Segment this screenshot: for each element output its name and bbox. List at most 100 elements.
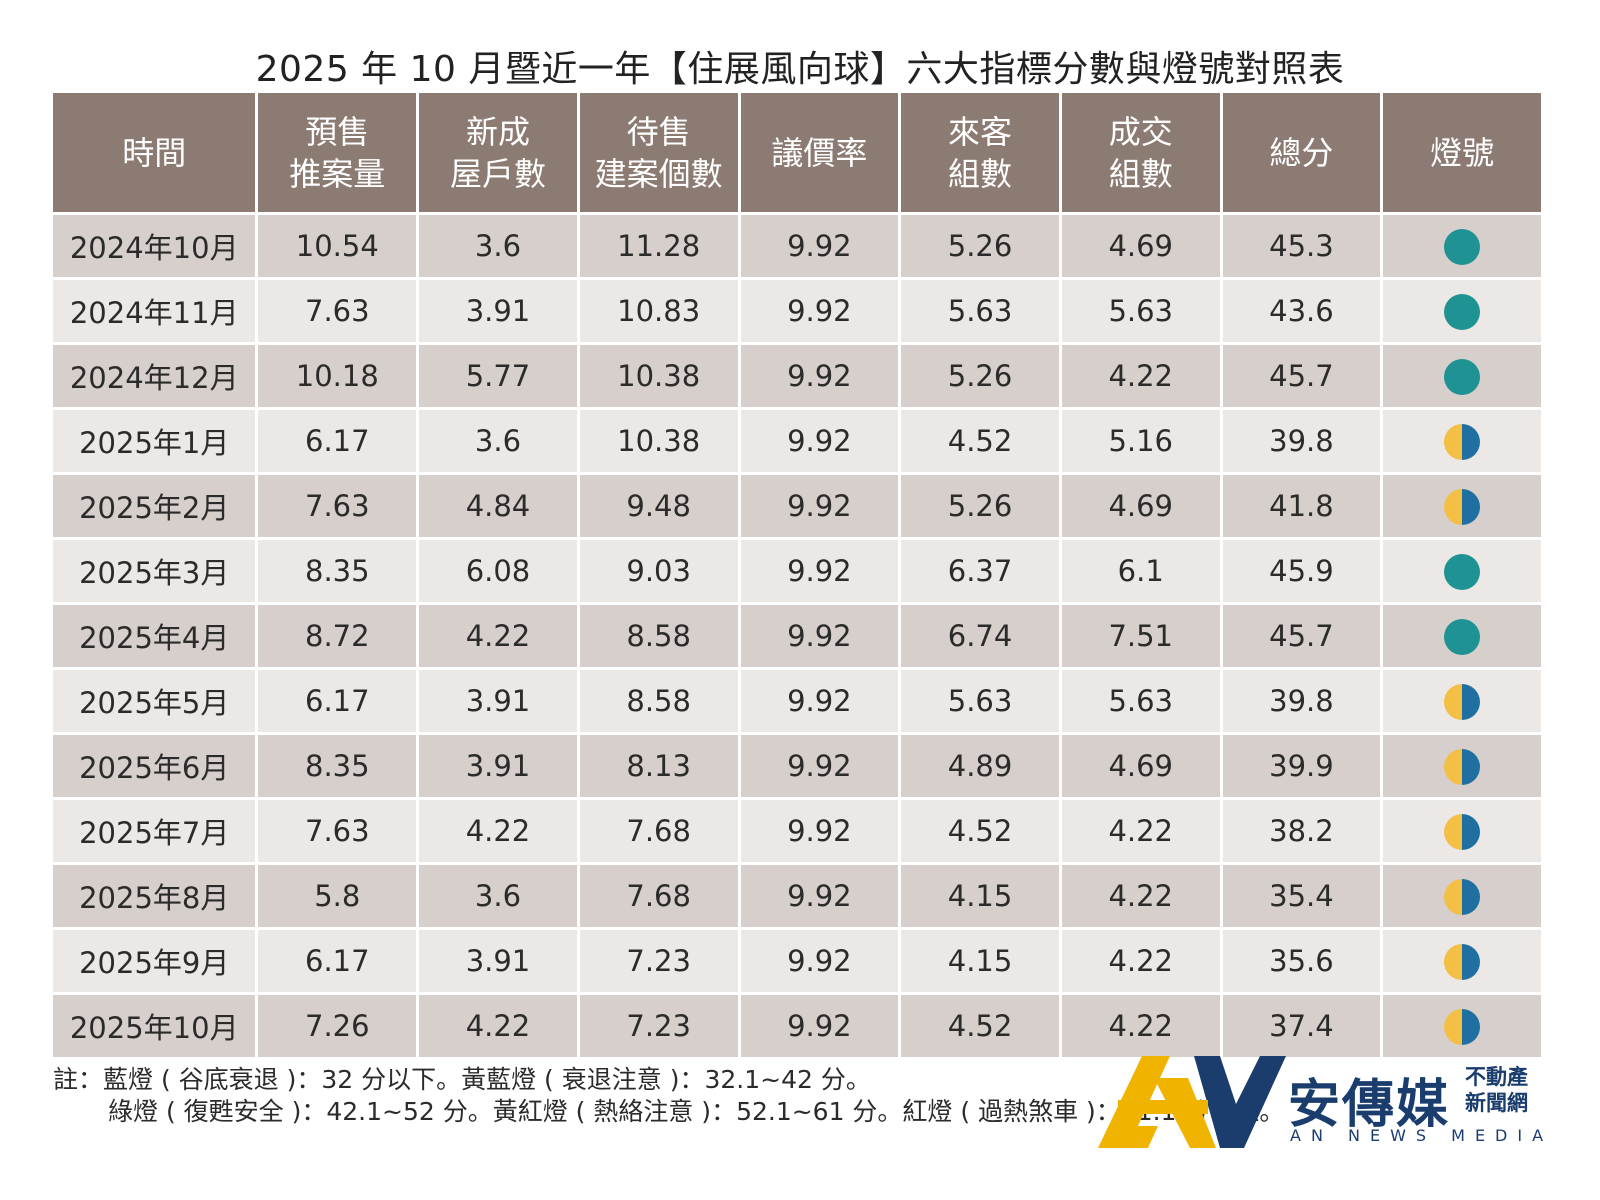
month-cell: 2025年10月 <box>53 995 256 1057</box>
note-line-2: 綠燈 ( 復甦安全 )：42.1~52 分。黃紅燈 ( 熱絡注意 )：52.1~… <box>108 1097 1285 1126</box>
score-cell: 5.16 <box>1061 410 1220 472</box>
month-cell: 2025年7月 <box>53 800 256 862</box>
lamp-cell <box>1383 670 1541 732</box>
lamp-cell <box>1383 345 1541 407</box>
table-row: 2024年10月 10.54 3.6 11.28 9.92 5.26 4.69 45.3 <box>53 215 1541 277</box>
month-cell: 2025年2月 <box>53 475 256 537</box>
score-cell: 8.35 <box>258 735 417 797</box>
green-lamp-icon <box>1444 293 1481 330</box>
score-cell: 9.92 <box>740 995 899 1057</box>
score-cell: 7.63 <box>258 475 417 537</box>
column-header-line: 成交 <box>1108 112 1173 151</box>
score-cell: 4.22 <box>1061 800 1220 862</box>
yellow-blue-lamp-icon <box>1444 488 1481 525</box>
column-header-line: 新成 <box>465 112 530 151</box>
score-cell: 3.91 <box>419 930 577 992</box>
score-cell: 4.22 <box>419 605 577 667</box>
column-header: 議價率 <box>740 93 899 212</box>
column-header-line: 燈號 <box>1430 133 1495 172</box>
score-cell: 5.63 <box>901 670 1059 732</box>
score-cell: 7.63 <box>258 280 417 342</box>
lamp-cell <box>1383 865 1541 927</box>
score-cell: 9.92 <box>740 670 899 732</box>
score-cell: 8.58 <box>579 605 738 667</box>
score-cell: 41.8 <box>1222 475 1381 537</box>
score-cell: 4.22 <box>419 800 577 862</box>
green-lamp-icon <box>1444 553 1481 590</box>
score-cell: 7.51 <box>1061 605 1220 667</box>
score-cell: 35.6 <box>1222 930 1381 992</box>
score-cell: 4.69 <box>1061 475 1220 537</box>
column-header: 來客 組數 <box>901 93 1059 212</box>
score-cell: 4.69 <box>1061 735 1220 797</box>
score-cell: 10.38 <box>579 345 738 407</box>
month-cell: 2025年8月 <box>53 865 256 927</box>
score-cell: 9.92 <box>740 930 899 992</box>
table-row: 2025年9月 6.17 3.91 7.23 9.92 4.15 4.22 35.6 <box>53 930 1541 992</box>
column-header-line: 時間 <box>122 133 187 172</box>
page-title: 2025 年 10 月暨近一年【住展風向球】六大指標分數與燈號對照表 <box>255 49 1345 90</box>
score-cell: 3.6 <box>419 215 577 277</box>
score-cell: 35.4 <box>1222 865 1381 927</box>
month-cell: 2025年6月 <box>53 735 256 797</box>
score-cell: 4.22 <box>1061 865 1220 927</box>
green-lamp-icon <box>1444 358 1481 395</box>
score-cell: 4.22 <box>1061 345 1220 407</box>
yellow-blue-lamp-icon <box>1444 878 1481 915</box>
score-cell: 9.92 <box>740 735 899 797</box>
notes: 註：藍燈 ( 谷底衰退 )：32 分以下。黃藍燈 ( 衰退注意 )：32.1~4… <box>53 1064 1284 1128</box>
column-header: 新成 屋戶數 <box>419 93 577 212</box>
score-cell: 8.13 <box>579 735 738 797</box>
table-row: 2025年8月 5.8 3.6 7.68 9.92 4.15 4.22 35.4 <box>53 865 1541 927</box>
score-cell: 5.63 <box>901 280 1059 342</box>
column-header: 總分 <box>1222 93 1381 212</box>
yellow-blue-lamp-icon <box>1444 1008 1481 1045</box>
green-lamp-icon <box>1444 228 1481 265</box>
table-row: 2025年10月 7.26 4.22 7.23 9.92 4.52 4.22 37.4 <box>53 995 1541 1057</box>
an-news-media-logo-icon <box>1098 1056 1286 1148</box>
table-row: 2025年5月 6.17 3.91 8.58 9.92 5.63 5.63 39.8 <box>53 670 1541 732</box>
score-cell: 4.22 <box>1061 995 1220 1057</box>
score-cell: 45.3 <box>1222 215 1381 277</box>
score-cell: 5.77 <box>419 345 577 407</box>
header-row: 時間 預售 推案量 新成 屋戶數 待售 建案個數 議價率 來客 組數 成交 組數 總分 燈號 <box>53 93 1541 212</box>
column-header-line: 議價率 <box>771 133 868 172</box>
score-cell: 9.03 <box>579 540 738 602</box>
score-cell: 6.17 <box>258 410 417 472</box>
score-cell: 4.15 <box>901 930 1059 992</box>
score-cell: 45.7 <box>1222 345 1381 407</box>
lamp-cell <box>1383 215 1541 277</box>
score-cell: 6.1 <box>1061 540 1220 602</box>
score-cell: 3.91 <box>419 735 577 797</box>
score-cell: 4.22 <box>1061 930 1220 992</box>
score-cell: 3.91 <box>419 670 577 732</box>
lamp-cell <box>1383 735 1541 797</box>
yellow-blue-lamp-icon <box>1444 813 1481 850</box>
score-cell: 6.37 <box>901 540 1059 602</box>
lamp-cell <box>1383 280 1541 342</box>
score-cell: 4.52 <box>901 800 1059 862</box>
score-cell: 4.52 <box>901 410 1059 472</box>
score-cell: 9.92 <box>740 280 899 342</box>
table-row: 2024年12月 10.18 5.77 10.38 9.92 5.26 4.22 45.7 <box>53 345 1541 407</box>
score-cell: 7.68 <box>579 865 738 927</box>
score-cell: 8.35 <box>258 540 417 602</box>
score-cell: 6.08 <box>419 540 577 602</box>
column-header-line: 預售 <box>305 112 370 151</box>
score-cell: 7.23 <box>579 995 738 1057</box>
column-header-line: 建案個數 <box>594 154 723 193</box>
month-cell: 2024年12月 <box>53 345 256 407</box>
logo-name: 安傳媒 <box>1288 1075 1451 1135</box>
score-cell: 6.74 <box>901 605 1059 667</box>
score-cell: 10.18 <box>258 345 417 407</box>
score-cell: 7.68 <box>579 800 738 862</box>
score-cell: 5.26 <box>901 215 1059 277</box>
column-header: 時間 <box>53 93 256 212</box>
column-header-line: 推案量 <box>289 154 386 193</box>
score-cell: 4.89 <box>901 735 1059 797</box>
lamp-cell <box>1383 605 1541 667</box>
column-header-line: 組數 <box>1108 154 1173 193</box>
table-row: 2025年4月 8.72 4.22 8.58 9.92 6.74 7.51 45.7 <box>53 605 1541 667</box>
score-cell: 39.8 <box>1222 410 1381 472</box>
score-cell: 45.7 <box>1222 605 1381 667</box>
